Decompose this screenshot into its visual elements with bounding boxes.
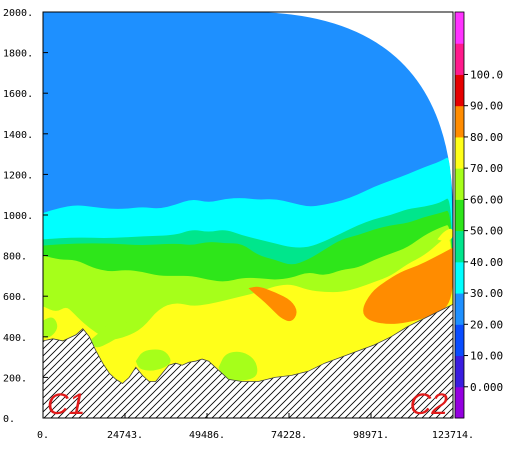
colorbar-tick-label: 20.00 <box>470 318 503 331</box>
y-tick-label: 1600. <box>3 89 33 100</box>
colorbar-tick-label: 50.00 <box>470 225 503 238</box>
contour-region-60-70-10 <box>89 319 128 348</box>
y-tick-label: 200. <box>3 373 27 384</box>
colorbar-tick-label: 40.00 <box>470 256 503 269</box>
x-tick-label: 123714. <box>432 430 474 441</box>
annotations: C1 C2 <box>47 388 448 421</box>
x-tick-label: 74228. <box>271 430 307 441</box>
colorbar-swatch <box>455 261 464 294</box>
colorbar-swatch <box>455 74 464 107</box>
colorbar-tick-label: 60.00 <box>470 193 503 206</box>
contour-region-60-70-9 <box>43 317 58 338</box>
terrain-hatch <box>43 303 453 418</box>
colorbar-swatch <box>455 324 464 357</box>
corner-label-c1: C1 <box>47 388 85 421</box>
colorbar-swatch <box>455 12 464 44</box>
contour-region-60-70-11 <box>135 349 171 371</box>
colorbar-swatch <box>455 355 464 388</box>
y-tick-label: 600. <box>3 292 27 303</box>
colorbar-swatch <box>455 293 464 325</box>
x-tick-label: 24743. <box>107 430 143 441</box>
terrain-ground <box>43 304 453 418</box>
corner-label-c2: C2 <box>410 388 449 421</box>
colorbar-swatch <box>455 386 464 419</box>
colorbar-tick-label: 70.00 <box>470 162 503 175</box>
contour-region-80-90-6 <box>363 247 453 324</box>
y-tick-label: 1000. <box>3 211 33 222</box>
colorbar-tick-label: 90.00 <box>470 100 503 113</box>
colorbar-swatch <box>455 168 464 200</box>
colorbar-tick-label: 30.00 <box>470 287 503 300</box>
colorbar-swatch <box>455 105 464 138</box>
x-tick-label: 98971. <box>353 430 389 441</box>
y-tick-label: 1200. <box>3 170 33 181</box>
terrain-outline <box>43 303 453 384</box>
x-tick-label: 0. <box>37 430 49 441</box>
y-tick-label: 400. <box>3 333 27 344</box>
colorbar-swatch <box>455 43 464 75</box>
y-tick-label: 800. <box>3 252 27 263</box>
colorbar-tick-label: 80.00 <box>470 131 503 144</box>
y-tick-label: 0. <box>3 414 15 425</box>
x-tick-label: 49486. <box>189 430 225 441</box>
x-axis-ticks: 0. 24743. 49486. 74228. 98971. 123714. <box>37 413 474 441</box>
colorbar-frame <box>454 11 465 419</box>
plot-area <box>43 12 453 418</box>
y-tick-label: 1400. <box>3 130 33 141</box>
colorbar-swatch <box>455 136 464 169</box>
contour-region-70-80-8 <box>437 228 453 241</box>
contour-region-60-70-12 <box>218 351 258 381</box>
colorbar: 0.000 10.00 20.00 30.00 40.00 50.00 60.00 70.00… <box>454 11 503 419</box>
colorbar-swatch <box>455 230 464 263</box>
y-tick-label: 1800. <box>3 49 33 60</box>
y-axis-ticks: 0. 200. 400. 600. 800. 1000. 1200. 1400. 1600. 18… <box>3 8 48 425</box>
colorbar-tick-label: 0.000 <box>470 381 503 394</box>
contour-region-80-90-7 <box>248 286 297 322</box>
colorbar-tick-label: 10.00 <box>470 350 503 363</box>
y-tick-label: 2000. <box>3 8 33 19</box>
colorbar-swatch <box>455 199 464 232</box>
colorbar-tick-label: 100.0 <box>470 68 503 81</box>
